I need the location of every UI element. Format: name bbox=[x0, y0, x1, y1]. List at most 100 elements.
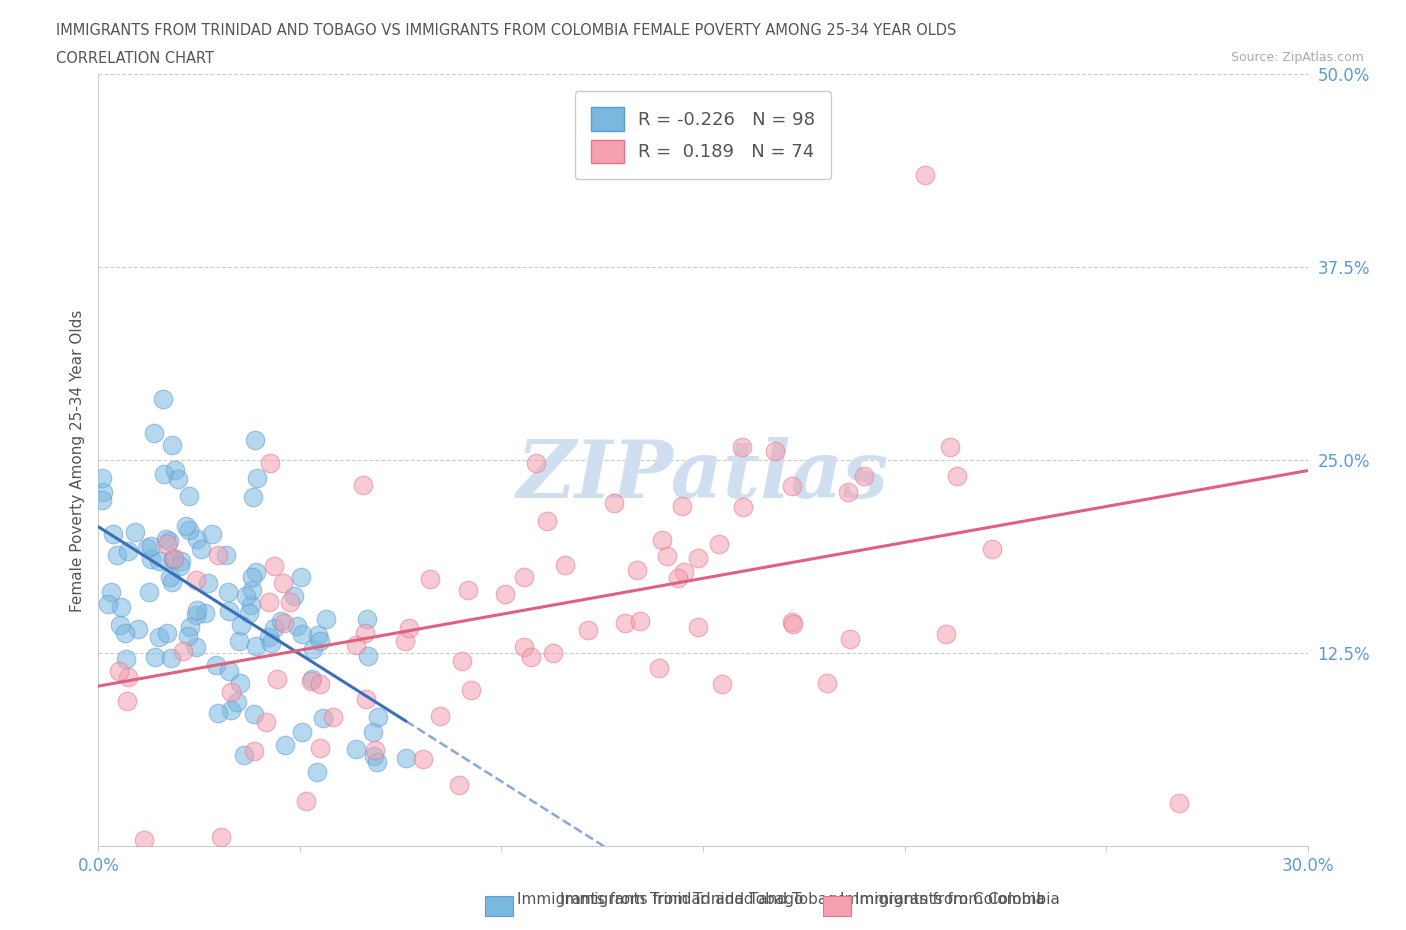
Point bbox=[169, 559, 191, 574]
Point bbox=[259, 630, 281, 644]
Point bbox=[419, 571, 441, 586]
Point bbox=[839, 631, 862, 646]
Point bbox=[354, 626, 377, 641]
Point bbox=[207, 705, 229, 720]
Point bbox=[176, 518, 198, 533]
Point bbox=[447, 777, 470, 792]
Text: IMMIGRANTS FROM TRINIDAD AND TOBAGO VS IMMIGRANTS FROM COLOMBIA FEMALE POVERTY A: IMMIGRANTS FROM TRINIDAD AND TOBAGO VS I… bbox=[56, 23, 956, 38]
Point bbox=[707, 537, 730, 551]
Point bbox=[225, 695, 247, 710]
Point bbox=[97, 596, 120, 611]
Point bbox=[914, 167, 936, 182]
Point bbox=[155, 532, 177, 547]
Point bbox=[91, 471, 114, 485]
Point bbox=[363, 743, 385, 758]
Point bbox=[127, 621, 149, 636]
Y-axis label: Female Poverty Among 25-34 Year Olds: Female Poverty Among 25-34 Year Olds bbox=[69, 309, 84, 612]
Point bbox=[271, 576, 294, 591]
Point bbox=[308, 676, 330, 691]
Point bbox=[626, 563, 648, 578]
Point bbox=[780, 478, 803, 493]
Point bbox=[651, 533, 673, 548]
Point bbox=[242, 743, 264, 758]
Point bbox=[172, 644, 194, 658]
Point bbox=[152, 392, 174, 406]
Point bbox=[219, 684, 242, 699]
Point bbox=[101, 526, 124, 541]
Point bbox=[115, 652, 138, 667]
Point bbox=[218, 604, 240, 618]
Point bbox=[782, 617, 804, 631]
Point bbox=[240, 583, 263, 598]
Point bbox=[290, 569, 312, 584]
Point bbox=[184, 573, 207, 588]
Point bbox=[243, 706, 266, 721]
Point bbox=[242, 490, 264, 505]
Point bbox=[179, 619, 201, 634]
Point bbox=[1167, 796, 1189, 811]
Point bbox=[186, 532, 208, 547]
Point bbox=[166, 472, 188, 486]
Point bbox=[138, 585, 160, 600]
Point bbox=[143, 650, 166, 665]
Point bbox=[366, 754, 388, 769]
Point bbox=[301, 672, 323, 687]
Point bbox=[254, 714, 277, 729]
Point bbox=[688, 619, 710, 634]
Point bbox=[215, 548, 238, 563]
Point bbox=[309, 633, 332, 648]
Legend: R = -0.226   N = 98, R =  0.189   N = 74: R = -0.226 N = 98, R = 0.189 N = 74 bbox=[575, 91, 831, 179]
Text: Immigrants from Trinidad and Tobago: Immigrants from Trinidad and Tobago bbox=[517, 892, 804, 907]
Point bbox=[305, 765, 328, 780]
Point bbox=[263, 559, 285, 574]
Point bbox=[162, 551, 184, 566]
Point bbox=[710, 676, 733, 691]
Point bbox=[273, 737, 295, 752]
Point bbox=[935, 627, 957, 642]
Point bbox=[554, 558, 576, 573]
Point bbox=[117, 670, 139, 684]
Point bbox=[603, 496, 626, 511]
Point bbox=[344, 741, 367, 756]
Point bbox=[613, 616, 636, 631]
Point bbox=[207, 547, 229, 562]
Point bbox=[179, 522, 201, 537]
Point bbox=[242, 570, 264, 585]
Point bbox=[278, 594, 301, 609]
Point bbox=[291, 627, 314, 642]
Point bbox=[186, 603, 208, 618]
Point bbox=[853, 469, 876, 484]
Point bbox=[229, 675, 252, 690]
Point bbox=[235, 589, 257, 604]
Point bbox=[283, 589, 305, 604]
Point bbox=[107, 664, 129, 679]
Point bbox=[201, 527, 224, 542]
Point bbox=[429, 709, 451, 724]
Point bbox=[270, 613, 292, 628]
Point bbox=[666, 570, 689, 585]
Point bbox=[153, 467, 176, 482]
Point bbox=[110, 600, 132, 615]
Point bbox=[412, 751, 434, 766]
Point bbox=[160, 438, 183, 453]
Point bbox=[731, 439, 754, 454]
Point bbox=[219, 703, 242, 718]
Point bbox=[184, 607, 207, 622]
Point bbox=[246, 470, 269, 485]
Point bbox=[367, 710, 389, 724]
Point bbox=[628, 614, 651, 629]
Point bbox=[322, 710, 344, 724]
Point bbox=[457, 582, 479, 597]
Point bbox=[204, 658, 226, 673]
Point bbox=[655, 549, 678, 564]
Point bbox=[308, 741, 330, 756]
Point bbox=[647, 660, 669, 675]
Point bbox=[395, 751, 418, 765]
Point bbox=[357, 648, 380, 663]
Point bbox=[259, 456, 281, 471]
Point bbox=[157, 533, 180, 548]
Point bbox=[245, 565, 267, 579]
Point bbox=[240, 597, 263, 612]
Point bbox=[184, 640, 207, 655]
Point bbox=[536, 513, 558, 528]
